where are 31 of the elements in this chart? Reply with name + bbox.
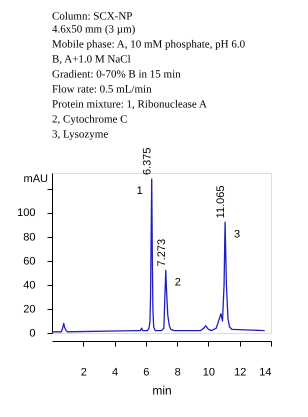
chart-title: Column: SCX-NP [52,10,132,22]
annotation: 3 [234,228,240,240]
y-tick-label: 0 [29,328,36,340]
annotation: 7.273 [156,238,168,266]
y-tick-label: 60 [23,255,36,268]
text: Protein mixture: 1, Ribonuclease A [52,98,207,110]
text: Mobile phase: A, 10 mM phosphate, pH 6.0 [52,38,246,50]
x-tick-label: 14 [259,366,272,378]
x-tick-label: 12 [234,366,246,378]
x-tick-label: 4 [112,366,118,378]
y-tick-label: 40 [23,279,36,292]
y-tick-label: 100 [17,207,36,220]
text: B, A+1.0 M NaCl [52,53,131,66]
y-tick-label: 20 [23,303,36,316]
annotation: 11.065 [215,185,228,218]
x-axis-title: min [152,384,172,398]
text: Flow rate: 0.5 mL/min [52,83,152,96]
text: 2, Cytochrome C [52,113,128,126]
annotation: 1 [136,185,143,198]
x-tick-label: 10 [202,366,216,378]
x-tick-label: 8 [174,366,181,378]
y-axis-title: mAU [24,173,48,185]
x-tick-label: 2 [80,366,87,378]
y-tick-label: 80 [23,231,36,244]
annotation: 2 [174,276,181,288]
text: 3, Lysozyme [52,128,108,140]
text: Gradient: 0-70% B in 15 min [52,68,181,80]
text: 4.6x50 mm (3 µm) [52,23,136,36]
line-series [51,178,266,332]
annotation: 6.375 [142,147,154,176]
x-tick-label: 6 [143,366,150,378]
